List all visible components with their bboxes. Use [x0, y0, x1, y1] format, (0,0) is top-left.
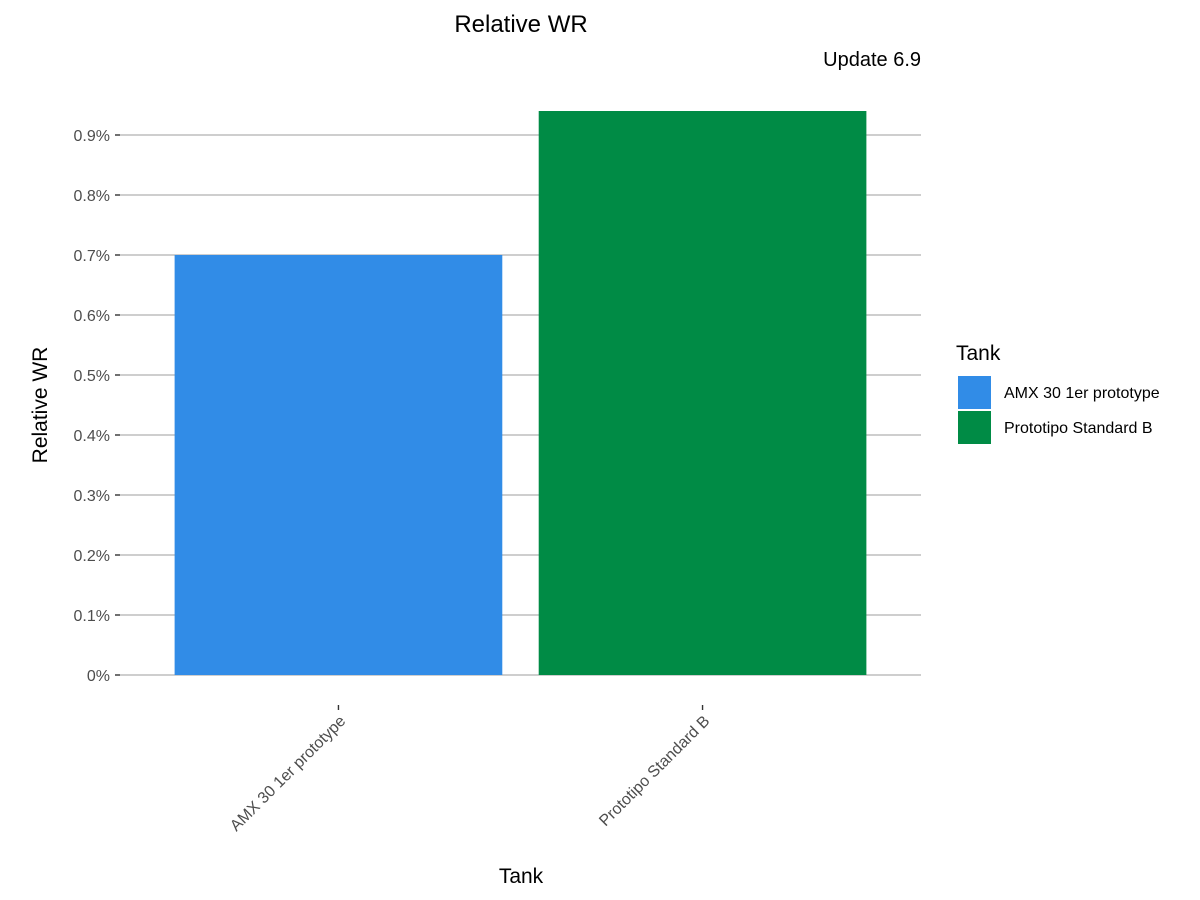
- chart-title: Relative WR: [454, 11, 587, 38]
- y-tick-label: 0.9%: [74, 128, 110, 145]
- y-axis-tick-labels: 0% 0.1% 0.2% 0.3% 0.4% 0.5% 0.6% 0.7% 0.8% 0.9%: [74, 128, 120, 685]
- y-tick-label: 0.7%: [74, 248, 110, 265]
- x-axis-title: Tank: [499, 865, 544, 888]
- bar: [174, 255, 503, 675]
- y-tick-label: 0.3%: [74, 488, 110, 505]
- bar: [538, 111, 867, 675]
- legend-label: Prototipo Standard B: [1004, 420, 1153, 437]
- legend-title: Tank: [956, 342, 1001, 365]
- y-tick-label: 0.6%: [74, 308, 110, 325]
- legend-swatch: [958, 376, 991, 409]
- legend: Tank AMX 30 1er prototype Prototipo Stand…: [956, 342, 1160, 444]
- x-axis-ticks: AMX 30 1er prototype Prototipo Standard B: [227, 705, 713, 835]
- chart-subtitle: Update 6.9: [823, 49, 921, 71]
- y-tick-label: 0.1%: [74, 608, 110, 625]
- x-tick-label: AMX 30 1er prototype: [227, 713, 349, 835]
- y-tick-label: 0.5%: [74, 368, 110, 385]
- y-tick-label: 0%: [87, 668, 110, 685]
- y-tick-label: 0.2%: [74, 548, 110, 565]
- y-tick-label: 0.4%: [74, 428, 110, 445]
- legend-swatch: [958, 411, 991, 444]
- y-axis-title: Relative WR: [29, 347, 52, 464]
- x-tick-label: Prototipo Standard B: [596, 713, 713, 830]
- legend-entries: AMX 30 1er prototype Prototipo Standard B: [958, 376, 1160, 444]
- bars: [174, 111, 867, 675]
- legend-label: AMX 30 1er prototype: [1004, 385, 1160, 402]
- y-tick-label: 0.8%: [74, 188, 110, 205]
